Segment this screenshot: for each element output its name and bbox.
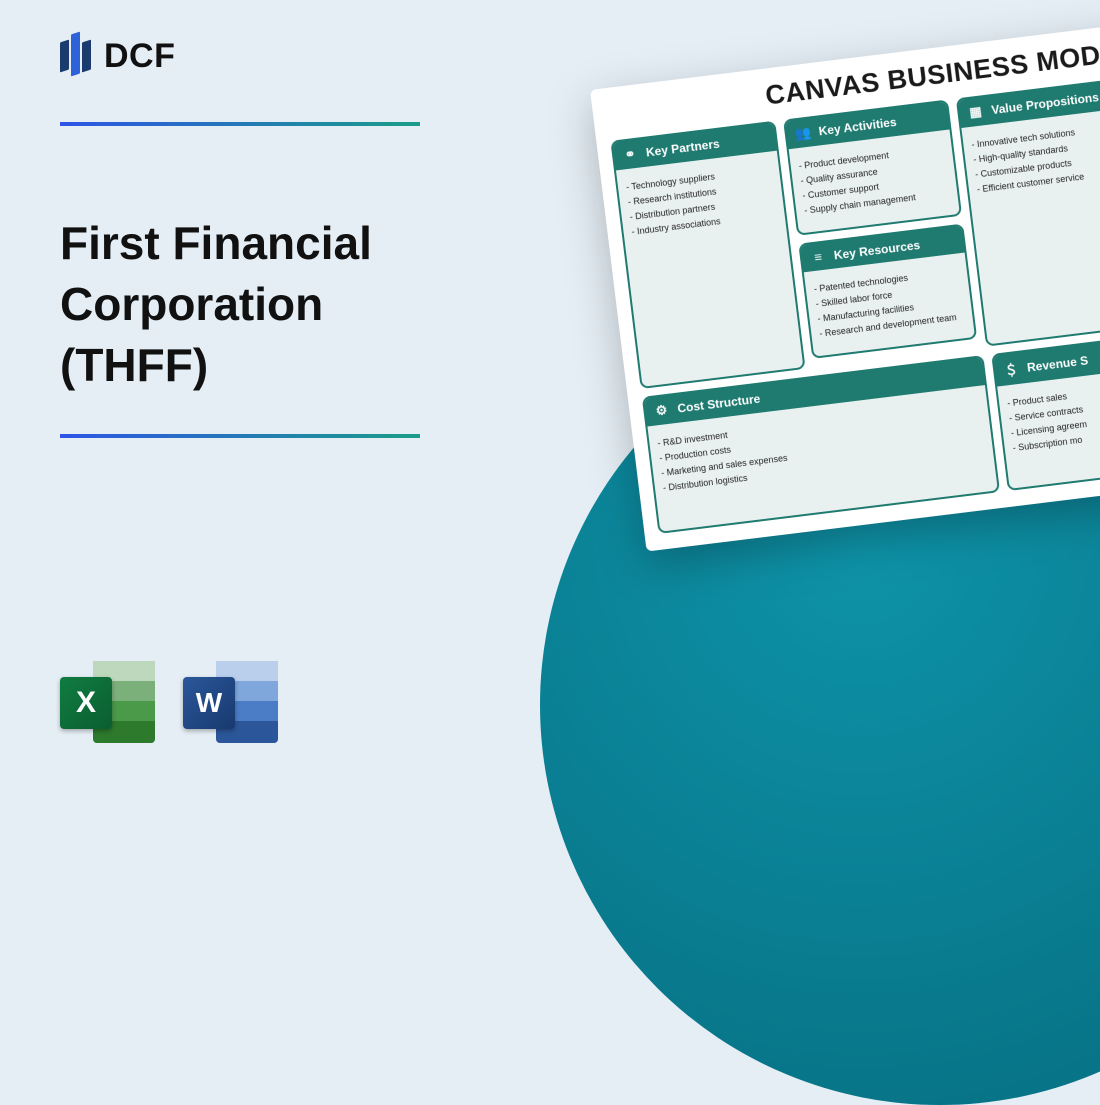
block-value-propositions: ▦Value Propositions Innovative tech solu… [956, 78, 1100, 347]
canvas-card: CANVAS BUSINESS MODEL ⚭Key Partners Tech… [590, 2, 1100, 551]
excel-letter: X [76, 686, 96, 720]
block-key-resources: ≡Key Resources Patented technologies Ski… [798, 224, 977, 359]
app-icons-row: X W [60, 655, 278, 750]
cash-icon: ＄ [1002, 359, 1020, 380]
block-key-partners: ⚭ Key Partners Technology suppliers Resea… [610, 121, 805, 389]
brand-logo-mark [60, 30, 92, 82]
left-column: DCF First Financial Corporation (THFF) [60, 30, 490, 438]
sliders-icon: ⚙ [653, 402, 671, 420]
database-icon: ≡ [809, 249, 827, 266]
divider-bottom [60, 434, 420, 438]
page-title-line1: First Financial [60, 216, 490, 271]
word-letter: W [196, 687, 222, 719]
word-icon: W [183, 655, 278, 750]
block-title: Key Activities [818, 115, 897, 138]
page-title-line3: (THFF) [60, 338, 490, 393]
block-key-activities: 👥Key Activities Product development Qual… [783, 99, 962, 235]
page-title-line2: Corporation [60, 277, 490, 332]
handshake-icon: ⚭ [621, 146, 639, 164]
brand-name: DCF [104, 37, 175, 76]
block-title: Key Partners [645, 137, 720, 160]
block-body: Technology suppliers Research institutio… [616, 151, 787, 255]
block-title: Cost Structure [677, 392, 761, 416]
people-icon: 👥 [794, 124, 812, 142]
block-title: Revenue S [1026, 353, 1089, 374]
divider-top [60, 122, 420, 126]
block-title: Key Resources [833, 237, 921, 261]
brand-logo: DCF [60, 30, 490, 82]
grid-icon: ▦ [967, 103, 985, 121]
excel-icon: X [60, 655, 155, 750]
